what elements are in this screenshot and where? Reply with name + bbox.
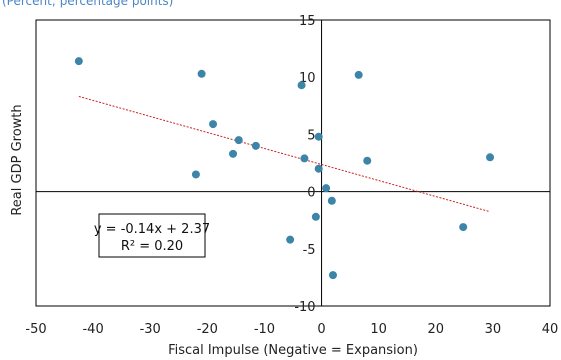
data-point <box>191 170 200 179</box>
data-point <box>229 149 238 158</box>
data-points <box>74 57 495 280</box>
y-axis-title: Real GDP Growth <box>10 104 25 215</box>
data-point <box>234 136 243 145</box>
y-tick-label: 15 <box>299 14 316 29</box>
data-point <box>322 184 331 193</box>
data-point <box>297 81 306 90</box>
x-tick-label: -30 <box>140 322 161 337</box>
axes <box>36 20 550 306</box>
equation-box <box>98 213 206 258</box>
x-axis-title: Fiscal Impulse (Negative = Expansion) <box>168 343 418 358</box>
x-tick-label: 30 <box>485 322 502 337</box>
data-point <box>251 141 260 150</box>
x-tick-label: 0 <box>317 322 325 337</box>
data-point <box>74 57 83 66</box>
x-tick-label: -10 <box>254 322 275 337</box>
x-tick-label: -50 <box>25 322 46 337</box>
y-tick-label: -10 <box>294 300 315 315</box>
r-squared-label: R² = 0.20 <box>121 239 183 254</box>
data-point <box>328 271 337 280</box>
data-point <box>327 196 336 205</box>
chart-subtitle: (Percent; percentage points) <box>2 0 174 8</box>
data-point <box>486 153 495 162</box>
data-point <box>314 164 323 173</box>
data-point <box>300 154 309 163</box>
x-tick-label: -40 <box>82 322 103 337</box>
y-tick-label: 0 <box>307 186 315 201</box>
data-point <box>209 120 218 129</box>
x-tick-label: 10 <box>370 322 387 337</box>
trendline <box>78 95 491 213</box>
y-tick-label: -5 <box>303 243 316 258</box>
x-tick-label: 40 <box>542 322 559 337</box>
data-point <box>363 156 372 165</box>
data-point <box>286 235 295 244</box>
plot-area-border <box>35 19 551 307</box>
data-point <box>197 69 206 78</box>
x-tick-label: 20 <box>428 322 445 337</box>
data-point <box>459 223 468 232</box>
equation-label: y = -0.14x + 2.37 <box>94 222 210 237</box>
data-point <box>314 132 323 141</box>
x-tick-label: -20 <box>197 322 218 337</box>
data-point <box>354 70 363 79</box>
data-point <box>311 212 320 221</box>
y-tick-label: 5 <box>307 128 315 143</box>
